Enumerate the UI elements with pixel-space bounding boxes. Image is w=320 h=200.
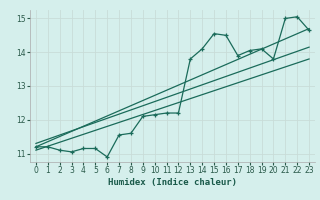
X-axis label: Humidex (Indice chaleur): Humidex (Indice chaleur) <box>108 178 237 187</box>
